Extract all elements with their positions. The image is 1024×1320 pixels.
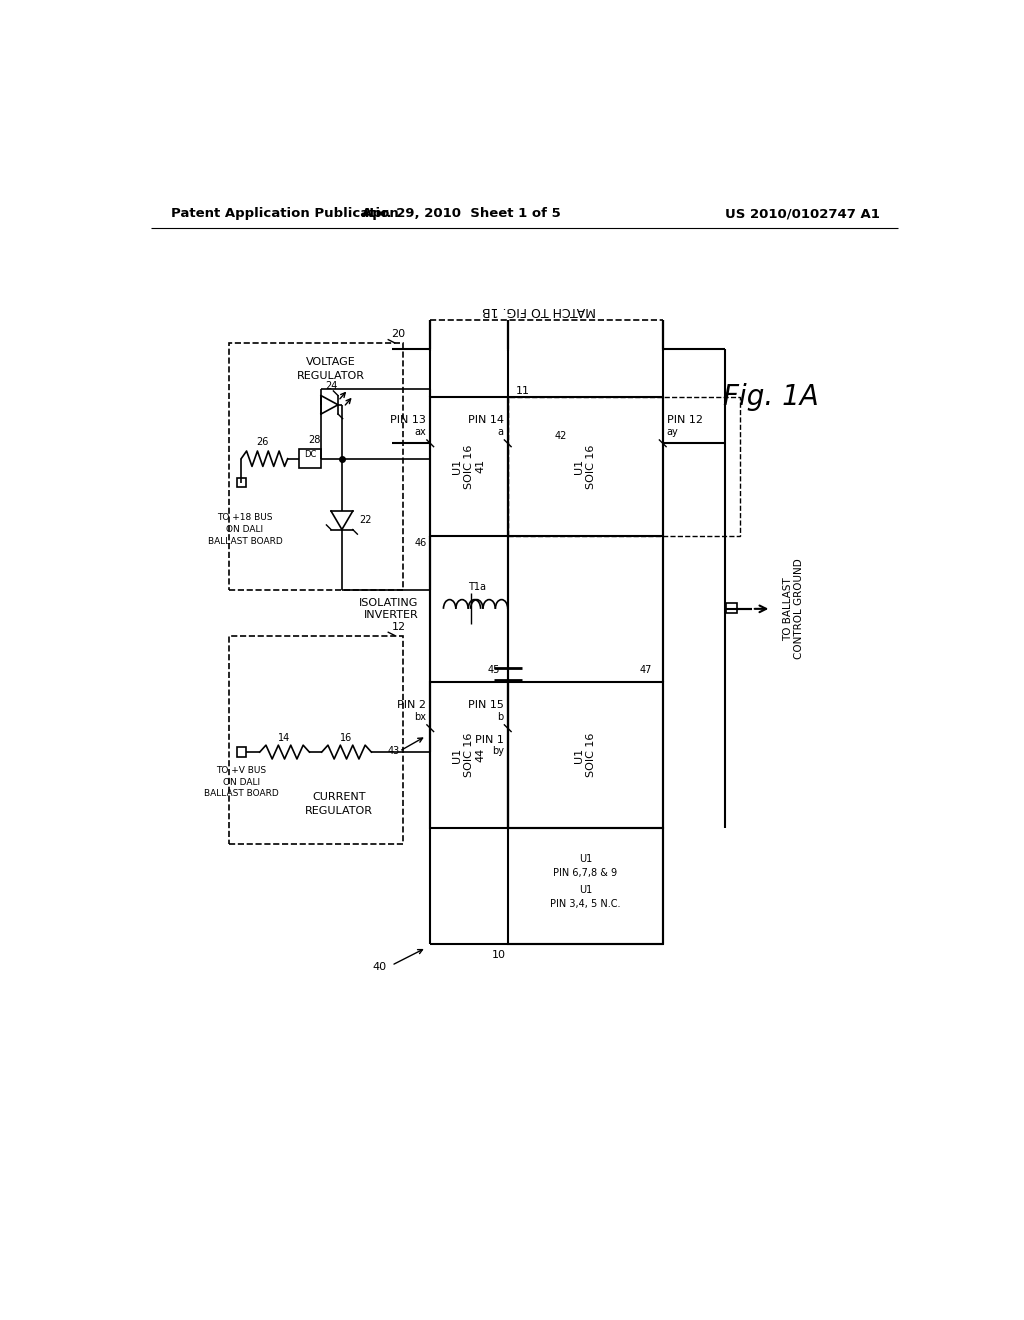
Text: 46: 46 bbox=[414, 539, 426, 548]
Bar bbox=[508, 829, 663, 944]
Text: U1
SOIC 16
44: U1 SOIC 16 44 bbox=[453, 733, 485, 777]
Text: PIN 1: PIN 1 bbox=[475, 735, 504, 744]
Text: by: by bbox=[492, 746, 504, 756]
Text: 10: 10 bbox=[493, 950, 506, 961]
Text: T1a: T1a bbox=[468, 582, 485, 593]
Text: 26: 26 bbox=[257, 437, 269, 446]
Text: Apr. 29, 2010  Sheet 1 of 5: Apr. 29, 2010 Sheet 1 of 5 bbox=[361, 207, 560, 220]
Bar bbox=[508, 682, 663, 829]
Bar bbox=[237, 478, 246, 487]
Bar bbox=[228, 636, 403, 843]
Text: 45: 45 bbox=[487, 665, 500, 676]
Text: 47: 47 bbox=[640, 665, 652, 676]
Text: Patent Application Publication: Patent Application Publication bbox=[171, 207, 398, 220]
Bar bbox=[237, 747, 246, 756]
Text: 28: 28 bbox=[308, 436, 321, 445]
Text: VOLTAGE: VOLTAGE bbox=[306, 358, 356, 367]
Bar bbox=[726, 603, 737, 614]
Text: U1
SOIC 16: U1 SOIC 16 bbox=[574, 733, 596, 777]
Text: REGULATOR: REGULATOR bbox=[305, 805, 373, 816]
Text: PIN 2: PIN 2 bbox=[397, 700, 426, 710]
Text: 11: 11 bbox=[515, 385, 529, 396]
Text: DC: DC bbox=[304, 450, 316, 458]
Bar bbox=[430, 682, 508, 829]
Text: U1: U1 bbox=[579, 884, 592, 895]
Bar bbox=[508, 397, 740, 536]
Text: b: b bbox=[498, 711, 504, 722]
Text: 40: 40 bbox=[373, 962, 387, 972]
Bar bbox=[430, 397, 508, 536]
Text: PIN 14: PIN 14 bbox=[468, 416, 504, 425]
Text: ay: ay bbox=[667, 426, 678, 437]
Text: TO +V BUS: TO +V BUS bbox=[216, 766, 266, 775]
Text: PIN 15: PIN 15 bbox=[468, 700, 504, 710]
Text: a: a bbox=[498, 426, 504, 437]
Text: BALLAST BOARD: BALLAST BOARD bbox=[208, 537, 283, 545]
Text: CURRENT: CURRENT bbox=[312, 792, 366, 803]
Text: 42: 42 bbox=[554, 430, 566, 441]
Text: 16: 16 bbox=[340, 733, 352, 743]
Text: ON DALI: ON DALI bbox=[222, 777, 260, 787]
Text: 22: 22 bbox=[359, 515, 372, 525]
Text: PIN 6,7,8 & 9: PIN 6,7,8 & 9 bbox=[553, 869, 617, 878]
Text: Fig. 1A: Fig. 1A bbox=[723, 383, 819, 411]
Text: U1
SOIC 16
41: U1 SOIC 16 41 bbox=[453, 445, 485, 488]
Text: 12: 12 bbox=[391, 622, 406, 631]
Text: 24: 24 bbox=[326, 381, 338, 391]
Text: PIN 13: PIN 13 bbox=[390, 416, 426, 425]
Text: 43: 43 bbox=[388, 746, 400, 756]
Text: bx: bx bbox=[415, 711, 426, 722]
Text: ON DALI: ON DALI bbox=[226, 525, 263, 535]
Text: U1
SOIC 16: U1 SOIC 16 bbox=[574, 445, 596, 488]
Text: TO BALLAST
CONTROL GROUND: TO BALLAST CONTROL GROUND bbox=[783, 558, 805, 659]
Text: ax: ax bbox=[415, 426, 426, 437]
Bar bbox=[228, 343, 403, 590]
Text: US 2010/0102747 A1: US 2010/0102747 A1 bbox=[725, 207, 880, 220]
Text: 14: 14 bbox=[279, 733, 291, 743]
Text: BALLAST BOARD: BALLAST BOARD bbox=[204, 789, 279, 799]
Text: MATCH TO FIG. 1B: MATCH TO FIG. 1B bbox=[481, 305, 596, 317]
Text: TO +18 BUS: TO +18 BUS bbox=[217, 513, 272, 523]
Text: PIN 3,4, 5 N.C.: PIN 3,4, 5 N.C. bbox=[550, 899, 621, 908]
Text: ISOLATING
INVERTER: ISOLATING INVERTER bbox=[359, 598, 419, 619]
Bar bbox=[508, 397, 663, 536]
Text: U1: U1 bbox=[579, 854, 592, 865]
Text: REGULATOR: REGULATOR bbox=[297, 371, 365, 380]
Text: PIN 12: PIN 12 bbox=[667, 416, 702, 425]
Text: 20: 20 bbox=[391, 329, 406, 339]
Bar bbox=[299, 449, 321, 469]
